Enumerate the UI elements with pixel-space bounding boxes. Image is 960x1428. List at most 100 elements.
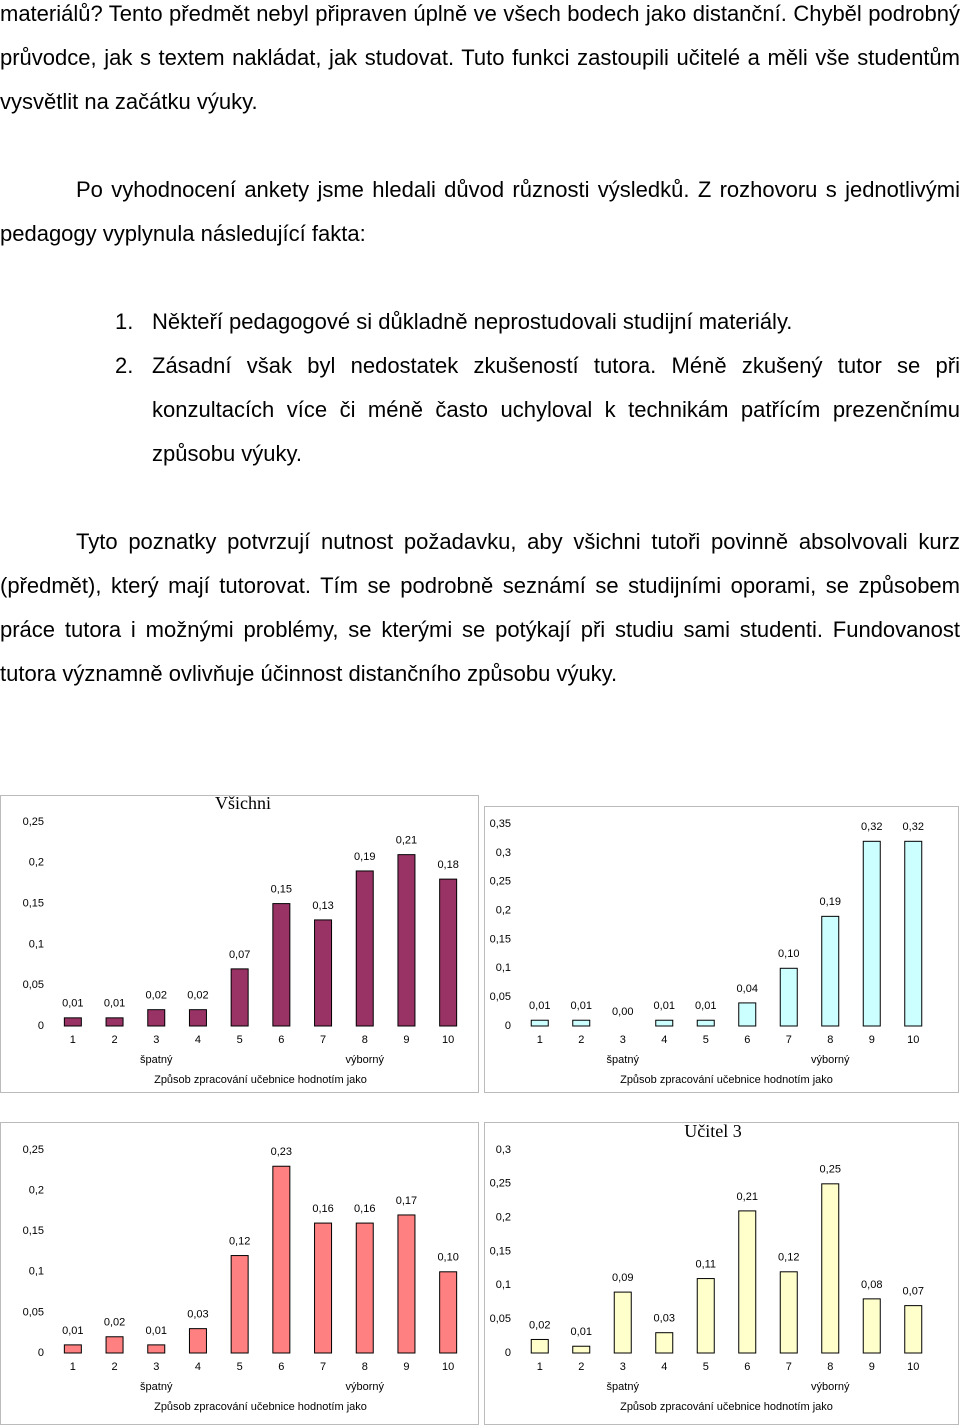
bar bbox=[530, 1338, 549, 1354]
value-label: 0,17 bbox=[396, 1195, 417, 1207]
x-tick-label: 4 bbox=[661, 1034, 667, 1046]
bar bbox=[779, 967, 798, 1027]
value-label: 0,00 bbox=[612, 1006, 633, 1018]
value-label: 0,32 bbox=[903, 821, 924, 833]
y-tick-label: 0,15 bbox=[23, 898, 44, 910]
x-tick-label: 1 bbox=[70, 1361, 76, 1373]
value-label: 0,21 bbox=[737, 1191, 758, 1203]
bar bbox=[821, 915, 840, 1027]
y-tick-label: 0,1 bbox=[29, 938, 44, 950]
value-label: 0,01 bbox=[529, 1000, 550, 1012]
x-tick-label: 2 bbox=[578, 1361, 584, 1373]
bar bbox=[613, 1291, 632, 1354]
bar bbox=[696, 1278, 715, 1354]
y-tick-label: 0,05 bbox=[23, 1306, 44, 1318]
value-label: 0,01 bbox=[62, 1325, 83, 1337]
x-tick-label: 8 bbox=[827, 1361, 833, 1373]
x-tick-label: 9 bbox=[403, 1361, 409, 1373]
x-sublabel: výborný bbox=[811, 1381, 850, 1393]
bar bbox=[63, 1017, 82, 1027]
value-label: 0,01 bbox=[146, 1325, 167, 1337]
bar bbox=[530, 1019, 549, 1027]
bar bbox=[862, 1298, 881, 1354]
bar bbox=[272, 1165, 291, 1354]
y-tick-label: 0,2 bbox=[496, 904, 511, 916]
x-axis-label: Způsob zpracování učebnice hodnotím jako bbox=[154, 1401, 367, 1413]
value-label: 0,01 bbox=[654, 1000, 675, 1012]
value-label: 0,03 bbox=[654, 1313, 675, 1325]
x-tick-label: 8 bbox=[362, 1034, 368, 1046]
value-label: 0,15 bbox=[271, 884, 292, 896]
bar bbox=[655, 1332, 674, 1354]
chart-frame bbox=[484, 1122, 959, 1425]
value-label: 0,18 bbox=[437, 859, 458, 871]
paragraph: Tyto poznatky potvrzují nutnost požadavk… bbox=[0, 529, 960, 686]
paragraph: Po vyhodnocení ankety jsme hledali důvod… bbox=[0, 177, 960, 246]
bar bbox=[230, 968, 249, 1027]
x-tick-label: 5 bbox=[237, 1361, 243, 1373]
x-tick-label: 9 bbox=[869, 1034, 875, 1046]
x-tick-label: 4 bbox=[661, 1361, 667, 1373]
value-label: 0,16 bbox=[354, 1203, 375, 1215]
x-sublabel: špatný bbox=[140, 1054, 173, 1066]
bar bbox=[439, 878, 458, 1027]
x-tick-label: 7 bbox=[320, 1361, 326, 1373]
list-text: Někteří pedagogové si důkladně neprostud… bbox=[152, 309, 793, 334]
value-label: 0,09 bbox=[612, 1272, 633, 1284]
value-label: 0,19 bbox=[354, 851, 375, 863]
value-label: 0,10 bbox=[437, 1252, 458, 1264]
bar bbox=[738, 1210, 757, 1354]
y-tick-label: 0,1 bbox=[29, 1266, 44, 1278]
x-tick-label: 10 bbox=[442, 1034, 454, 1046]
value-label: 0,02 bbox=[187, 990, 208, 1002]
y-tick-label: 0,25 bbox=[23, 816, 44, 828]
y-tick-label: 0,25 bbox=[490, 876, 511, 888]
x-sublabel: výborný bbox=[345, 1054, 384, 1066]
bar bbox=[397, 1214, 416, 1354]
x-tick-label: 5 bbox=[703, 1034, 709, 1046]
y-tick-label: 0,25 bbox=[490, 1178, 511, 1190]
list-number: 2. bbox=[115, 353, 134, 378]
bar bbox=[572, 1345, 591, 1354]
x-tick-label: 9 bbox=[869, 1361, 875, 1373]
x-axis-label: Způsob zpracování učebnice hodnotím jako bbox=[620, 1074, 833, 1086]
value-label: 0,03 bbox=[187, 1309, 208, 1321]
paragraph: materiálů? Tento předmět nebyl připraven… bbox=[0, 1, 960, 114]
y-tick-label: 0,15 bbox=[490, 1245, 511, 1257]
value-label: 0,07 bbox=[229, 949, 250, 961]
chart-frame bbox=[0, 795, 479, 1093]
y-tick-label: 0 bbox=[38, 1020, 44, 1032]
x-tick-label: 6 bbox=[278, 1361, 284, 1373]
chart-title: Učitel 3 bbox=[684, 1121, 741, 1141]
x-sublabel: špatný bbox=[607, 1054, 640, 1066]
value-label: 0,04 bbox=[737, 983, 758, 995]
x-tick-label: 10 bbox=[907, 1361, 919, 1373]
value-label: 0,02 bbox=[529, 1319, 550, 1331]
x-tick-label: 5 bbox=[703, 1361, 709, 1373]
y-tick-label: 0,35 bbox=[490, 818, 511, 830]
chart-title: Všichni bbox=[215, 793, 271, 813]
y-tick-label: 0 bbox=[505, 1347, 511, 1359]
x-tick-label: 9 bbox=[403, 1034, 409, 1046]
x-tick-label: 2 bbox=[578, 1034, 584, 1046]
x-tick-label: 2 bbox=[111, 1034, 117, 1046]
value-label: 0,21 bbox=[396, 835, 417, 847]
value-label: 0,01 bbox=[571, 1326, 592, 1338]
value-label: 0,16 bbox=[312, 1203, 333, 1215]
value-label: 0,02 bbox=[104, 1317, 125, 1329]
y-tick-label: 0,2 bbox=[29, 1185, 44, 1197]
x-tick-label: 10 bbox=[442, 1361, 454, 1373]
bar bbox=[188, 1328, 207, 1354]
bar bbox=[904, 840, 923, 1027]
chart-frame bbox=[484, 806, 959, 1093]
value-label: 0,08 bbox=[861, 1279, 882, 1291]
x-tick-label: 3 bbox=[153, 1034, 159, 1046]
list-item: 2. Zásadní však byl nedostatek zkušeností… bbox=[0, 344, 960, 476]
value-label: 0,10 bbox=[778, 948, 799, 960]
x-tick-label: 1 bbox=[537, 1034, 543, 1046]
bar bbox=[188, 1009, 207, 1027]
x-tick-label: 6 bbox=[744, 1034, 750, 1046]
value-label: 0,25 bbox=[820, 1164, 841, 1176]
